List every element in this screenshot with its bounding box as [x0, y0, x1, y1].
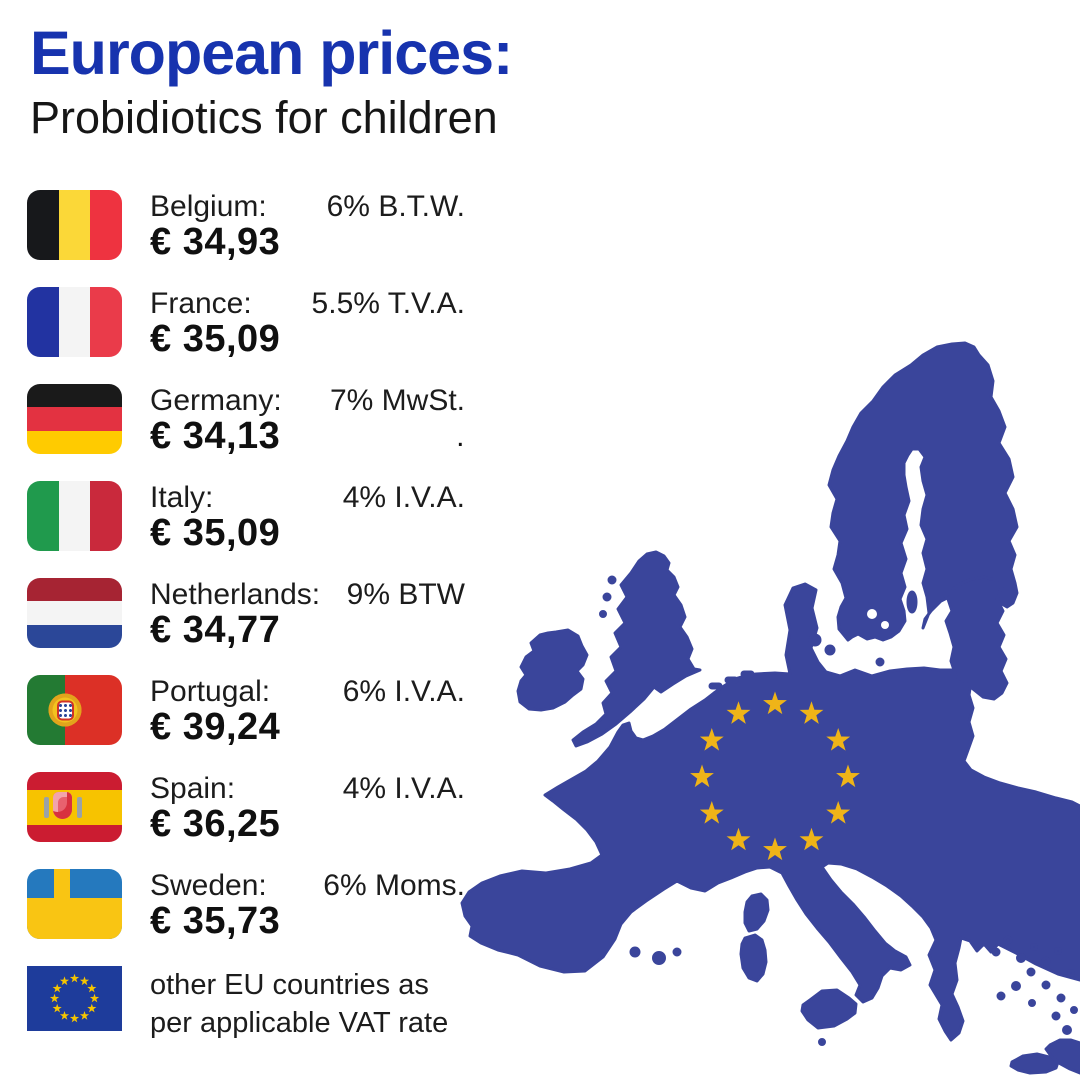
flag-stripe	[27, 190, 59, 260]
price-row-france: France: 5.5% T.V.A. € 35,09	[27, 287, 465, 360]
price: € 36,25	[150, 803, 281, 845]
eu-star-icon	[79, 976, 90, 986]
eu-star-icon	[89, 993, 100, 1003]
eu-star-icon	[87, 1003, 97, 1013]
europe-map	[460, 340, 1080, 1080]
flag-stripe	[27, 789, 122, 825]
spain-flag-icon	[27, 772, 122, 842]
price-row-spain: Spain: 4% I.V.A. € 36,25	[27, 772, 465, 845]
belgium-flag-icon	[27, 190, 122, 260]
price-row-netherlands: Netherlands: 9% BTW € 34,77	[27, 578, 465, 651]
country-name: Germany:	[150, 384, 282, 417]
vat-rate: 4% I.V.A.	[342, 481, 465, 514]
netherlands-flag-icon	[27, 578, 122, 648]
country-name: France:	[150, 287, 252, 320]
price-row-portugal: Portugal: 6% I.V.A. € 39,24	[27, 675, 465, 748]
price: € 35,09	[150, 512, 281, 554]
eu-star-icon	[726, 701, 751, 724]
eu-star-icon	[799, 827, 824, 851]
sweden-flag-icon	[27, 869, 122, 939]
price-row-germany: Germany: 7% MwSt. € 34,13 .	[27, 384, 465, 457]
other-eu-note: other EU countries as per applicable VAT…	[150, 969, 449, 1039]
flag-stripe	[27, 407, 122, 431]
eu-stars-ring	[690, 691, 860, 861]
price: € 39,24	[150, 706, 281, 748]
eu-star-icon	[59, 976, 70, 986]
flag-stripe	[27, 481, 59, 551]
lakes	[867, 609, 889, 629]
header: European prices: Probidiotics for childr…	[30, 19, 513, 144]
eu-star-icon	[726, 827, 751, 851]
eu-star-icon	[52, 1003, 62, 1013]
page-subtitle: Probidiotics for children	[30, 92, 498, 143]
vat-rate: 5.5% T.V.A.	[311, 287, 465, 320]
price: € 34,13	[150, 415, 281, 457]
price-row-sweden: Sweden: 6% Moms. € 35,73	[27, 869, 465, 942]
other-eu-row: other EU countries as per applicable VAT…	[27, 966, 465, 1042]
eu-star-icon	[699, 801, 724, 824]
flag-stripe	[27, 287, 59, 357]
flag-stripe	[90, 190, 122, 260]
flag-stripe	[27, 624, 122, 648]
price: € 34,77	[150, 609, 281, 651]
flag-cross-bar	[27, 897, 122, 939]
eu-star-icon	[826, 728, 851, 751]
flag-stripe	[27, 601, 122, 625]
eu-star-icon	[87, 983, 97, 993]
price: € 35,09	[150, 318, 281, 360]
eu-star-icon	[690, 764, 714, 788]
country-name: Italy:	[150, 481, 214, 514]
vat-rate: 6% Moms.	[323, 869, 465, 902]
flag-stripe	[27, 430, 122, 454]
vat-rate: 4% I.V.A.	[342, 772, 465, 805]
eu-star-icon	[52, 983, 62, 993]
vat-rate: 7% MwSt.	[329, 384, 465, 417]
country-name: Spain:	[150, 772, 236, 805]
eu-star-icon	[836, 764, 860, 788]
france-flag-icon	[27, 287, 122, 357]
italy-flag-icon	[27, 481, 122, 551]
eu-star-icon	[49, 993, 60, 1003]
price-list: Belgium: 6% B.T.W. € 34,93 France: 5.5% …	[27, 190, 465, 1042]
price-row-belgium: Belgium: 6% B.T.W. € 34,93	[27, 190, 465, 263]
eu-star-icon	[79, 1011, 90, 1020]
portugal-emblem-icon	[48, 693, 82, 727]
eu-star-icon	[59, 1011, 70, 1020]
eu-star-icon	[69, 973, 80, 983]
europe-landmass	[460, 341, 1080, 1075]
portugal-flag-icon	[27, 675, 122, 745]
country-name: Netherlands:	[150, 578, 321, 611]
flag-stripe	[90, 287, 122, 357]
flag-stripe	[58, 287, 91, 357]
eu-star-icon	[799, 701, 824, 724]
eu-star-icon	[763, 691, 787, 715]
flag-stripe	[27, 824, 122, 842]
flag-stripe	[27, 578, 122, 602]
country-name: Belgium:	[150, 190, 267, 223]
flag-stripe	[90, 481, 122, 551]
vat-rate: 9% BTW	[346, 578, 465, 611]
flag-stripe	[58, 481, 91, 551]
eu-flag-icon	[27, 966, 122, 1031]
price-row-italy: Italy: 4% I.V.A. € 35,09	[27, 481, 465, 554]
page-title: European prices:	[30, 19, 513, 87]
spain-emblem-icon	[44, 792, 82, 822]
eu-flag-stars	[49, 973, 100, 1023]
country-name: Portugal:	[150, 675, 271, 708]
flag-stripe	[58, 190, 91, 260]
eu-star-icon	[69, 1013, 80, 1023]
flag-stripe	[27, 384, 122, 408]
flag-stripe	[27, 772, 122, 790]
eu-star-icon	[763, 837, 787, 861]
eu-star-icon	[826, 801, 851, 824]
price: € 35,73	[150, 900, 281, 942]
vat-rate: 6% I.V.A.	[342, 675, 465, 708]
vat-rate: 6% B.T.W.	[326, 190, 465, 223]
germany-flag-icon	[27, 384, 122, 454]
stray-period-note: .	[456, 420, 465, 453]
price: € 34,93	[150, 221, 281, 263]
eu-star-icon	[699, 728, 724, 751]
country-name: Sweden:	[150, 869, 267, 902]
